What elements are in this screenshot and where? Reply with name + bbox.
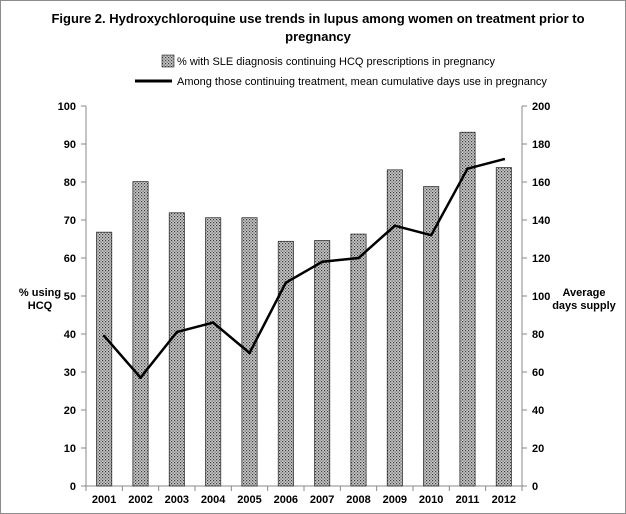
y-tick-label: 80 — [64, 177, 76, 189]
bar-2002 — [132, 181, 149, 487]
line-point-2012 — [502, 157, 506, 161]
bar-2004 — [205, 217, 222, 487]
line-point-2010 — [429, 233, 433, 237]
bar-2011 — [459, 131, 476, 487]
line-point-2008 — [357, 256, 360, 260]
x-tick-label-2010: 2010 — [419, 494, 443, 506]
y2-tick-label: 0 — [532, 481, 538, 493]
bar-2001 — [96, 231, 113, 487]
line-point-2002 — [139, 376, 142, 380]
y2-tick-label: 40 — [532, 405, 544, 417]
bar-series — [96, 131, 512, 487]
y-tick-label: 90 — [64, 139, 76, 151]
left-y-ticks: 0 10 20 30 40 50 60 70 80 90 100 — [58, 101, 86, 493]
bar-2007 — [314, 240, 331, 487]
bar-2010 — [423, 186, 440, 487]
y-tick-label: 40 — [64, 329, 76, 341]
y2-tick-label: 120 — [532, 253, 550, 265]
y-tick-label: 100 — [58, 101, 76, 113]
y2-tick-label: 20 — [532, 443, 544, 455]
y-tick-label: 0 — [70, 481, 76, 493]
days-supply-line — [103, 157, 505, 379]
bar-2006 — [277, 240, 294, 487]
line-point-2001 — [102, 334, 106, 338]
y-tick-label: 50 — [64, 291, 76, 303]
y2-tick-label: 100 — [532, 291, 550, 303]
y2-axis-label-line-1: Average — [562, 287, 605, 299]
y-tick-label: 30 — [64, 367, 76, 379]
bar-2003 — [168, 212, 185, 487]
right-y-ticks: 0 20 40 60 80 100 120 140 160 180 200 — [522, 101, 550, 493]
x-tick-label-2012: 2012 — [492, 494, 516, 506]
legend-bar-label: % with SLE diagnosis continuing HCQ pres… — [177, 56, 495, 68]
y-axis-label-line-1: % using — [19, 287, 61, 299]
x-tick-label-2009: 2009 — [383, 494, 407, 506]
x-tick-label-2005: 2005 — [237, 494, 261, 506]
y2-tick-label: 180 — [532, 139, 550, 151]
line-series — [102, 157, 506, 380]
x-tick-labels: 2001 2002 2003 2004 2005 2006 2007 2008 2009 2010… — [85, 486, 523, 506]
y2-axis-label-line-2: days supply — [552, 300, 616, 312]
x-tick-label-2007: 2007 — [310, 494, 334, 506]
y2-tick-label: 80 — [532, 329, 544, 341]
line-point-2011 — [466, 167, 469, 170]
y2-tick-label: 60 — [532, 367, 544, 379]
bar-2008 — [350, 233, 367, 487]
x-tick-label-2011: 2011 — [456, 494, 480, 506]
bar-2012 — [495, 167, 512, 487]
legend-line-label: Among those continuing treatment, mean c… — [177, 76, 547, 88]
x-tick-label-2001: 2001 — [92, 494, 116, 506]
y-tick-label: 70 — [64, 215, 76, 227]
line-point-2007 — [320, 260, 324, 264]
line-point-2009 — [393, 224, 397, 227]
y-tick-label: 20 — [64, 405, 76, 417]
y-tick-label: 10 — [64, 443, 76, 455]
line-point-2005 — [248, 351, 251, 355]
legend-bar-swatch — [161, 54, 175, 68]
bar-2009 — [386, 169, 403, 487]
y2-tick-label: 140 — [532, 215, 550, 227]
y2-tick-label: 200 — [532, 101, 550, 113]
chart-title-line-1: Figure 2. Hydroxychloroquine use trends … — [51, 11, 584, 26]
y2-tick-label: 160 — [532, 177, 550, 189]
x-tick-label-2004: 2004 — [201, 494, 226, 506]
line-point-2003 — [175, 330, 179, 334]
line-point-2006 — [284, 281, 288, 285]
line-point-2004 — [211, 321, 215, 324]
y-tick-label: 60 — [64, 253, 76, 265]
y-axis-label-line-2: HCQ — [28, 300, 53, 312]
x-tick-label-2002: 2002 — [128, 494, 152, 506]
x-tick-label-2006: 2006 — [274, 494, 298, 506]
x-tick-label-2003: 2003 — [165, 494, 189, 506]
chart-title-line-2: pregnancy — [285, 29, 352, 44]
x-tick-label-2008: 2008 — [346, 494, 370, 506]
